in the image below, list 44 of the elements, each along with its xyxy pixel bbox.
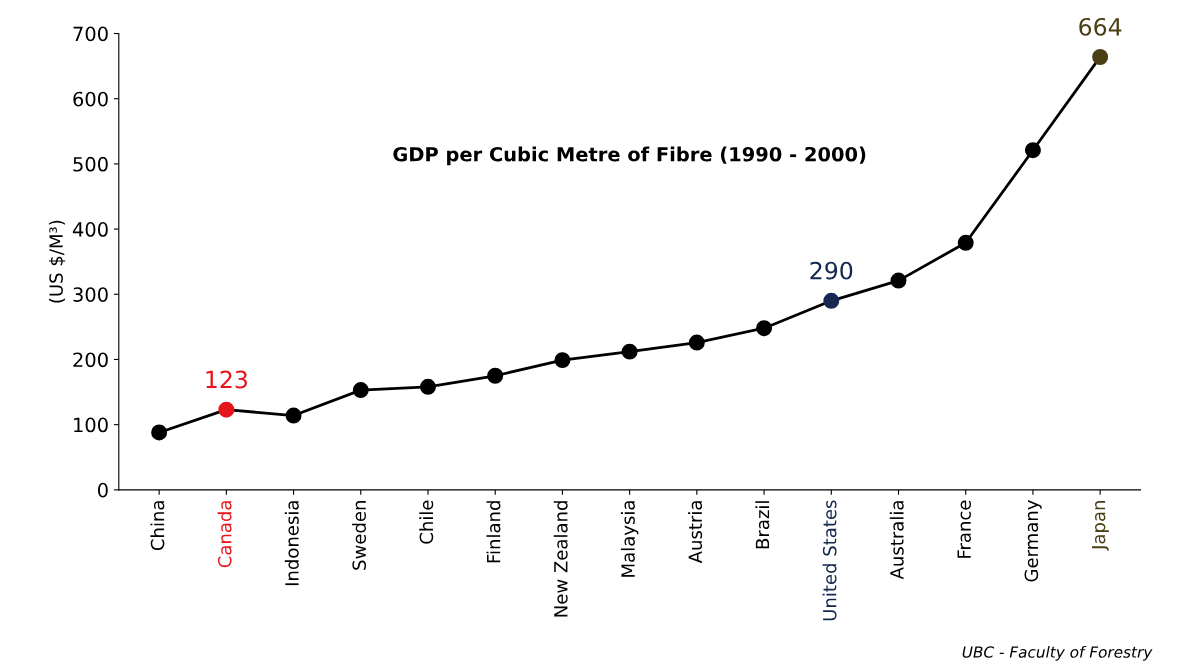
x-tick-label: Japan xyxy=(1091,501,1109,551)
point xyxy=(151,424,168,441)
point xyxy=(756,320,773,337)
y-tick-label: 300 xyxy=(73,287,108,302)
x-tick-label: Brazil xyxy=(755,501,770,549)
point xyxy=(890,272,907,289)
y-tick-label: 200 xyxy=(73,352,108,368)
y-tick-label: 400 xyxy=(72,222,108,237)
x-tick-label: Austria xyxy=(688,501,703,564)
x-tick-label: Indonesia xyxy=(284,501,299,586)
point xyxy=(554,352,571,369)
y-tick-label: 600 xyxy=(73,91,108,107)
x-tick-label: Malaysia xyxy=(620,501,639,577)
x-tick-label: Finland xyxy=(486,501,501,563)
x-tick-label: Chile xyxy=(419,500,434,544)
x-tick-label: United States xyxy=(822,500,837,621)
y-tick-label: 500 xyxy=(73,156,108,172)
text: GDP per Cubic Metre of Fibre (1990 - 2000) xyxy=(393,146,866,166)
x-tick-label: Sweden xyxy=(352,501,367,570)
point xyxy=(688,334,705,351)
point xyxy=(218,401,235,418)
point xyxy=(823,292,840,309)
point xyxy=(420,378,436,395)
y-tick-label: 700 xyxy=(73,26,108,42)
data-label: 664 xyxy=(1079,17,1122,36)
point xyxy=(352,382,369,399)
point xyxy=(621,343,638,360)
data-label: 290 xyxy=(810,261,853,280)
y-axis-title: (US $/M³) xyxy=(48,220,66,303)
x-tick-label: Australia xyxy=(889,501,904,580)
x-tick-label: New Zealand xyxy=(553,501,568,617)
y-tick-label: 0 xyxy=(97,482,108,498)
x-tick-label: Germany xyxy=(1024,500,1042,582)
x-tick-label: Canada xyxy=(217,501,232,568)
text: UBC - Faculty of Forestry xyxy=(962,645,1153,661)
data-label: 123 xyxy=(206,370,247,389)
point xyxy=(957,234,974,251)
y-tick-label: 100 xyxy=(74,417,108,433)
point xyxy=(1024,142,1041,159)
x-tick-label: China xyxy=(150,501,165,551)
point xyxy=(487,367,504,384)
x-tick-label: France xyxy=(957,500,971,558)
point xyxy=(285,407,302,424)
point xyxy=(1092,49,1109,65)
